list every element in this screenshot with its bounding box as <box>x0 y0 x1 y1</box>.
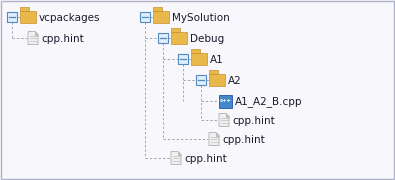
Text: MySolution: MySolution <box>172 13 230 23</box>
FancyBboxPatch shape <box>209 74 225 86</box>
Polygon shape <box>28 31 38 44</box>
FancyBboxPatch shape <box>20 11 36 23</box>
FancyBboxPatch shape <box>20 7 29 11</box>
Text: cpp.hint: cpp.hint <box>232 116 275 126</box>
Text: cpp.hint: cpp.hint <box>222 135 265 145</box>
Polygon shape <box>219 114 229 127</box>
FancyBboxPatch shape <box>191 49 200 53</box>
FancyBboxPatch shape <box>191 53 207 65</box>
Text: vcpackages: vcpackages <box>39 13 100 23</box>
Polygon shape <box>171 152 181 165</box>
FancyBboxPatch shape <box>158 33 168 43</box>
Text: A1_A2_B.cpp: A1_A2_B.cpp <box>235 96 303 107</box>
FancyBboxPatch shape <box>153 7 162 11</box>
FancyBboxPatch shape <box>7 12 17 22</box>
Polygon shape <box>226 114 229 116</box>
Text: A2: A2 <box>228 76 242 86</box>
Text: c++: c++ <box>220 98 231 104</box>
Text: cpp.hint: cpp.hint <box>184 154 227 164</box>
Polygon shape <box>178 152 181 154</box>
FancyBboxPatch shape <box>178 54 188 64</box>
Polygon shape <box>35 31 38 35</box>
FancyBboxPatch shape <box>171 28 180 32</box>
Text: cpp.hint: cpp.hint <box>41 34 84 44</box>
Text: Debug: Debug <box>190 34 224 44</box>
FancyBboxPatch shape <box>196 75 206 85</box>
FancyBboxPatch shape <box>171 32 187 44</box>
FancyBboxPatch shape <box>140 12 150 22</box>
Text: A1: A1 <box>210 55 224 65</box>
FancyBboxPatch shape <box>209 70 218 74</box>
Polygon shape <box>216 132 219 136</box>
FancyBboxPatch shape <box>219 94 232 107</box>
Polygon shape <box>209 132 219 145</box>
FancyBboxPatch shape <box>153 11 169 23</box>
